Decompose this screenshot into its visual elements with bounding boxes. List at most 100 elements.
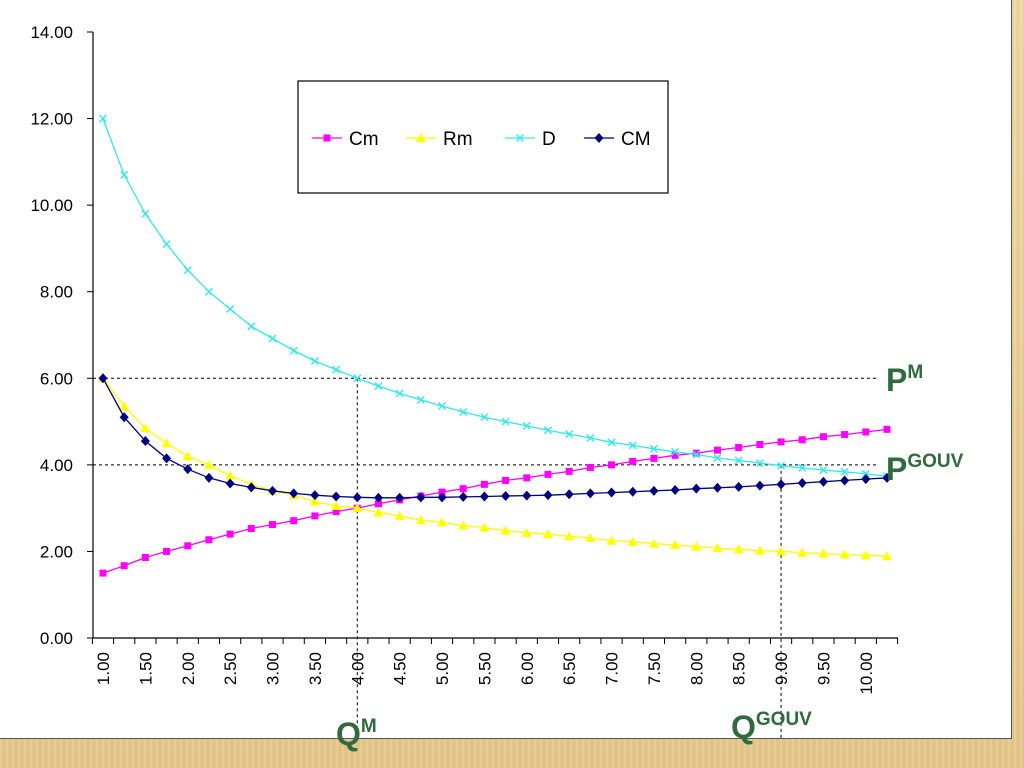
data-point bbox=[585, 533, 596, 543]
data-point bbox=[99, 114, 107, 123]
legend-label-cm: CM bbox=[621, 129, 651, 150]
data-point bbox=[290, 517, 298, 525]
data-point bbox=[629, 457, 637, 465]
data-point bbox=[544, 470, 552, 478]
x-tick-label: 3.00 bbox=[264, 652, 283, 685]
data-point bbox=[204, 287, 213, 296]
data-point bbox=[310, 490, 320, 501]
data-point bbox=[754, 545, 765, 555]
data-point bbox=[819, 433, 827, 441]
data-point bbox=[140, 436, 150, 447]
data-point bbox=[735, 444, 743, 452]
data-point bbox=[374, 500, 382, 508]
y-tick-label: 4.00 bbox=[40, 456, 73, 475]
legend-label-d: D bbox=[542, 129, 556, 150]
data-point bbox=[586, 463, 594, 471]
data-point bbox=[841, 431, 849, 439]
series-group bbox=[98, 114, 892, 577]
data-point bbox=[438, 401, 447, 410]
data-point bbox=[289, 346, 298, 355]
data-point bbox=[607, 487, 617, 498]
data-point bbox=[543, 426, 552, 435]
x-tick-label: 9.50 bbox=[814, 652, 833, 685]
annotation-superscript: GOUV bbox=[756, 709, 812, 730]
data-point bbox=[502, 476, 510, 484]
data-point bbox=[479, 522, 490, 532]
data-point bbox=[120, 170, 129, 179]
data-point bbox=[437, 492, 447, 503]
data-point bbox=[671, 451, 679, 459]
data-point bbox=[797, 547, 808, 557]
data-point bbox=[438, 488, 446, 496]
data-point bbox=[331, 500, 342, 510]
annotation-main: Q bbox=[731, 709, 756, 745]
data-point bbox=[650, 454, 658, 462]
x-tick-label: 5.00 bbox=[433, 652, 452, 685]
x-tick-label: 7.00 bbox=[603, 652, 622, 685]
data-point bbox=[839, 549, 850, 559]
x-tick-label: 2.00 bbox=[179, 652, 198, 685]
data-point bbox=[183, 464, 193, 475]
data-point bbox=[692, 449, 700, 457]
data-point bbox=[733, 544, 744, 554]
data-point bbox=[268, 485, 278, 496]
data-point bbox=[416, 395, 425, 404]
data-point bbox=[606, 535, 617, 545]
data-point bbox=[416, 133, 426, 142]
data-point bbox=[289, 488, 299, 499]
data-point bbox=[459, 408, 468, 417]
data-point bbox=[141, 553, 149, 561]
data-point bbox=[798, 436, 806, 444]
data-point bbox=[860, 550, 871, 560]
data-point bbox=[691, 483, 701, 494]
series-cm bbox=[98, 373, 892, 503]
annotation-q-gouv: QGOUV bbox=[731, 709, 812, 745]
data-point bbox=[437, 517, 448, 527]
data-point bbox=[203, 459, 214, 469]
annotation-p-m: PM bbox=[886, 362, 923, 398]
data-point bbox=[162, 453, 172, 464]
data-point bbox=[819, 466, 828, 475]
y-tick-label: 12.00 bbox=[30, 110, 73, 129]
data-point bbox=[798, 463, 807, 472]
x-tick-label: 4.00 bbox=[348, 652, 367, 685]
data-point bbox=[522, 421, 531, 430]
data-point bbox=[713, 446, 721, 454]
series-cm bbox=[99, 425, 891, 577]
x-tick-label: 1.50 bbox=[136, 652, 155, 685]
data-point bbox=[564, 489, 574, 500]
data-point bbox=[797, 478, 807, 489]
data-point bbox=[479, 491, 489, 502]
data-point bbox=[818, 476, 828, 487]
data-point bbox=[226, 305, 235, 314]
x-tick-label: 5.50 bbox=[475, 652, 494, 685]
data-point bbox=[585, 488, 595, 499]
x-tick-label: 1.00 bbox=[94, 652, 113, 685]
data-point bbox=[627, 536, 638, 546]
data-point bbox=[734, 481, 744, 492]
x-tick-label: 10.00 bbox=[857, 652, 876, 695]
data-point bbox=[458, 520, 469, 530]
data-point bbox=[309, 496, 320, 506]
annotation-superscript: GOUV bbox=[907, 451, 963, 472]
legend-box bbox=[297, 80, 669, 194]
reference-lines bbox=[93, 377, 876, 738]
data-point bbox=[543, 490, 553, 501]
data-point bbox=[395, 389, 404, 398]
data-point bbox=[713, 453, 722, 462]
data-point bbox=[608, 461, 616, 469]
y-tick-label: 10.00 bbox=[30, 196, 73, 215]
data-point bbox=[861, 474, 871, 485]
data-point bbox=[246, 482, 256, 493]
data-point bbox=[120, 562, 128, 570]
data-point bbox=[99, 569, 107, 577]
data-point bbox=[480, 480, 488, 488]
data-point bbox=[268, 334, 277, 343]
data-point bbox=[755, 459, 764, 468]
data-point bbox=[691, 541, 702, 551]
x-tick-label: 8.00 bbox=[687, 652, 706, 685]
data-point bbox=[204, 472, 214, 483]
data-point bbox=[840, 467, 849, 476]
